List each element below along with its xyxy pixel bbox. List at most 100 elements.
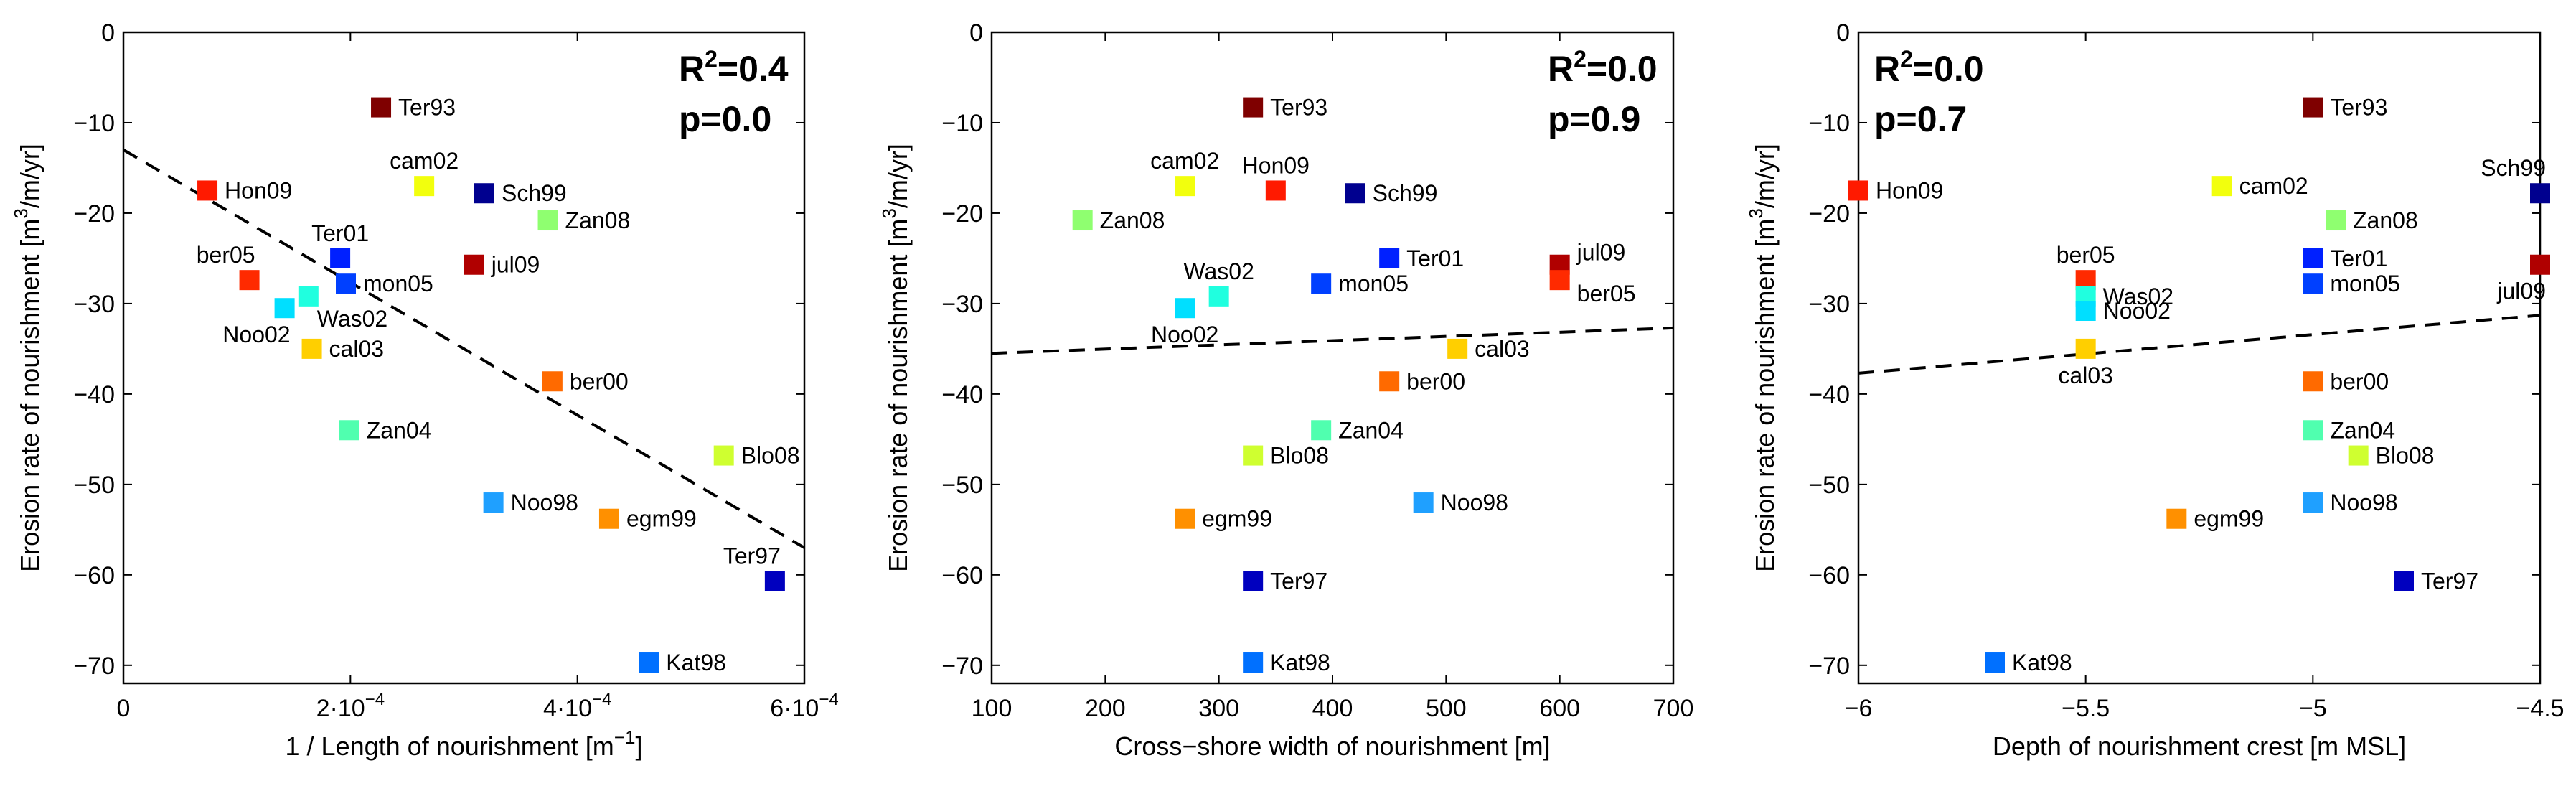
point-label: Was02 [2103, 284, 2173, 309]
x-tick-label: 500 [1426, 695, 1467, 722]
y-tick-label: −30 [1808, 291, 1850, 318]
point-label: Ter93 [1270, 95, 1327, 121]
point-cam02 [2211, 176, 2232, 197]
y-tick-label: −20 [73, 200, 115, 228]
point-label: cal03 [2058, 362, 2113, 388]
point-label: Ter01 [1406, 245, 1464, 271]
point-mon05 [336, 273, 357, 294]
y-tick-label: 0 [101, 19, 115, 47]
point-label: ber05 [197, 242, 255, 268]
point-label: Blo08 [1270, 443, 1329, 469]
y-tick-label: −60 [941, 562, 983, 589]
point-noo02 [1175, 298, 1195, 319]
y-axis-label: Erosion rate of nourishment [m3/m/yr] [10, 144, 44, 572]
y-tick-label: −40 [941, 381, 983, 408]
y-tick-label: −10 [73, 110, 115, 137]
plot-frame [1857, 31, 2542, 685]
p-value-annotation: p=0.7 [1874, 99, 1967, 139]
p-value-annotation: p=0.9 [1548, 99, 1640, 139]
point-noo98 [1413, 492, 1434, 513]
y-tick-label: −70 [73, 652, 115, 680]
point-label: Ter01 [311, 220, 369, 246]
y-tick-label: −50 [941, 472, 983, 499]
point-egm99 [598, 508, 619, 529]
y-tick-label: −10 [1808, 110, 1850, 137]
point-label: ber00 [570, 368, 629, 394]
point-label: cal03 [1475, 336, 1530, 362]
point-noo02 [2075, 300, 2096, 321]
panel-1: 0−10−20−30−40−50−60−700 2·10−4 4·10−4 6·10−… [10, 19, 839, 761]
point-sch99 [474, 183, 494, 204]
point-blo08 [1243, 445, 1264, 466]
point-label: Zan04 [2330, 417, 2395, 443]
point-noo98 [2303, 492, 2323, 513]
y-tick-label: −30 [73, 291, 115, 318]
point-label: cam02 [390, 148, 459, 174]
point-label: Noo02 [222, 322, 290, 347]
point-label: Was02 [317, 306, 387, 332]
point-label: jul09 [1576, 240, 1626, 266]
point-cal03 [1447, 338, 1468, 359]
x-tick-label: −5 [2299, 695, 2327, 722]
x-tick-label: −4.5 [2516, 695, 2564, 722]
point-label: egm99 [2194, 506, 2264, 532]
point-ter93 [2303, 97, 2323, 118]
point-label: Zan08 [565, 207, 631, 233]
point-was02 [298, 286, 319, 307]
point-ter01 [330, 248, 351, 268]
y-tick-label: −40 [73, 381, 115, 408]
x-axis-label: Depth of nourishment crest [m MSL] [1993, 731, 2406, 761]
panel-2: 0 −10 −20 −30 −40 −50 −60 −70 100 200 300 400 500 600… [878, 19, 1693, 761]
point-label: mon05 [1338, 271, 1409, 296]
point-egm99 [1175, 508, 1195, 529]
point-ber05 [1549, 270, 1570, 291]
point-hon09 [197, 180, 218, 201]
y-tick-label: 0 [969, 19, 983, 47]
y-tick-label: −30 [941, 291, 983, 318]
point-hon09 [1265, 180, 1286, 201]
point-label: mon05 [363, 271, 433, 296]
point-label: mon05 [2330, 271, 2400, 296]
r-squared-annotation: R2=0.4 [679, 46, 789, 89]
x-tick-label: 300 [1198, 695, 1239, 722]
point-label: Ter93 [398, 95, 456, 121]
point-zan04 [2303, 420, 2323, 441]
x-tick-label: 4·10−4 [543, 690, 611, 722]
point-blo08 [713, 445, 734, 466]
point-label: ber00 [2330, 368, 2389, 394]
y-tick-label: −10 [941, 110, 983, 137]
point-label: Zan04 [367, 417, 432, 443]
point-jul09 [464, 254, 484, 275]
point-label: Kat98 [1270, 650, 1330, 675]
point-label: Hon09 [225, 177, 292, 203]
x-tick-label: 400 [1312, 695, 1353, 722]
point-label: Sch99 [1373, 180, 1438, 206]
regression-line [991, 326, 1674, 355]
y-tick-label: −40 [1808, 381, 1850, 408]
point-label: Zan04 [1338, 417, 1404, 443]
x-tick-label: 600 [1539, 695, 1580, 722]
x-axis-label: 1 / Length of nourishment [m−1] [286, 726, 643, 761]
point-blo08 [2348, 445, 2369, 466]
point-label: Sch99 [502, 180, 567, 206]
point-hon09 [1848, 180, 1868, 201]
point-label: jul09 [2496, 279, 2546, 304]
y-tick-label: −50 [73, 472, 115, 499]
x-tick-label: −5.5 [2062, 695, 2110, 722]
point-was02 [1208, 286, 1229, 307]
point-ter97 [1243, 571, 1264, 591]
y-tick-label: −60 [73, 562, 115, 589]
point-ter97 [2394, 571, 2414, 591]
point-sch99 [2530, 183, 2550, 204]
point-label: egm99 [1202, 506, 1272, 532]
y-tick-label: −70 [941, 652, 983, 680]
regression-line [122, 149, 806, 549]
y-tick-label: −70 [1808, 652, 1850, 680]
point-egm99 [2166, 508, 2187, 529]
y-tick-label: −60 [1808, 562, 1850, 589]
point-zan04 [1311, 420, 1332, 441]
point-zan04 [339, 420, 359, 441]
y-tick-label: −20 [1808, 200, 1850, 228]
point-label: Hon09 [1876, 177, 1943, 203]
point-label: ber00 [1406, 368, 1465, 394]
